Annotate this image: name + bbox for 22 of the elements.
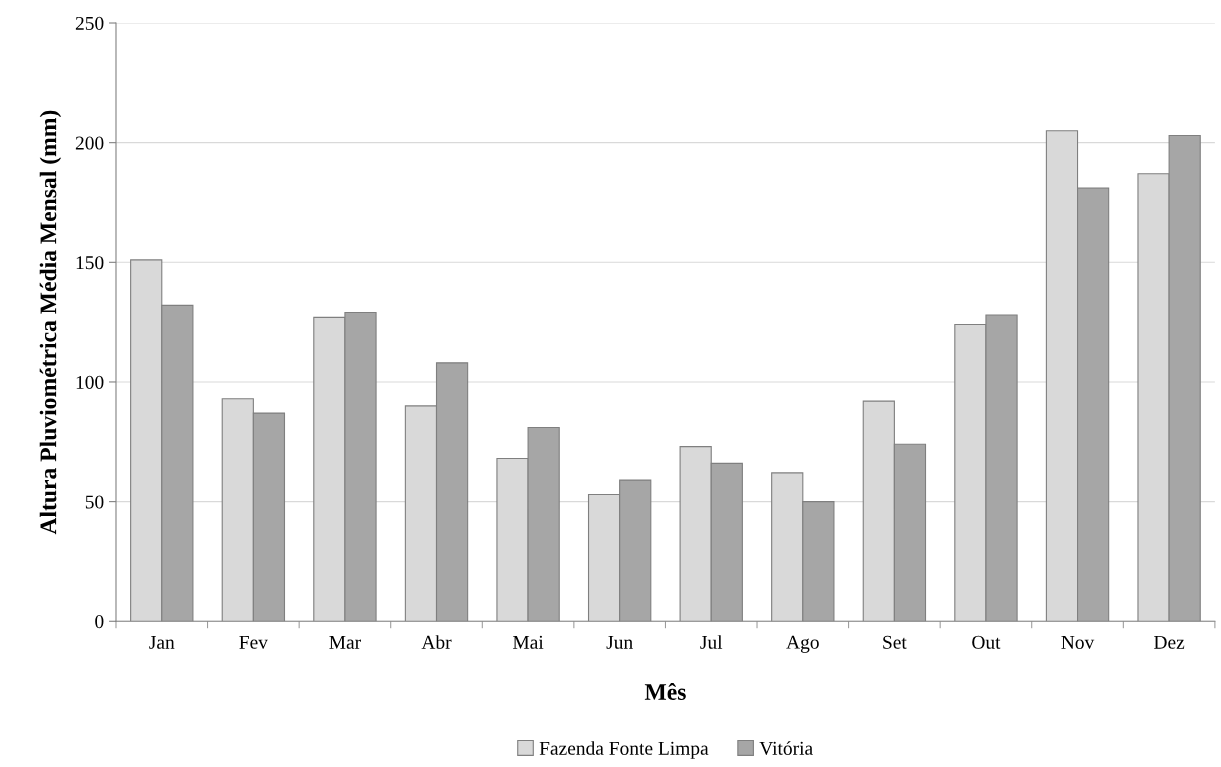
- x-tick-label: Jan: [149, 635, 175, 649]
- x-tick-label: Dez: [1154, 635, 1185, 649]
- x-tick-label: Jun: [606, 635, 633, 649]
- x-tick-label: Out: [972, 635, 1001, 649]
- legend-label: Vitória: [759, 741, 813, 755]
- x-tick-label: Fev: [239, 635, 268, 649]
- y-tick-label: 250: [75, 16, 104, 30]
- x-axis-title: Mês: [644, 683, 686, 700]
- y-tick-label: 0: [95, 615, 104, 629]
- x-tick-label: Abr: [421, 635, 452, 649]
- x-tick-label: Mar: [329, 635, 361, 649]
- legend-label: Fazenda Fonte Limpa: [539, 741, 709, 759]
- x-tick-label: Ago: [786, 635, 819, 653]
- x-tick-label: Jul: [700, 635, 723, 649]
- y-tick-label: 200: [75, 136, 104, 150]
- y-tick-label: 150: [76, 256, 104, 270]
- y-tick-label: 50: [85, 495, 104, 509]
- x-tick-label: Nov: [1061, 635, 1095, 649]
- x-tick-label: Set: [883, 635, 907, 649]
- y-axis-title: Altura Pluviométrica Média Mensal (mm): [39, 110, 62, 535]
- y-tick-label: 100: [76, 375, 104, 389]
- x-tick-label: Mai: [512, 635, 544, 649]
